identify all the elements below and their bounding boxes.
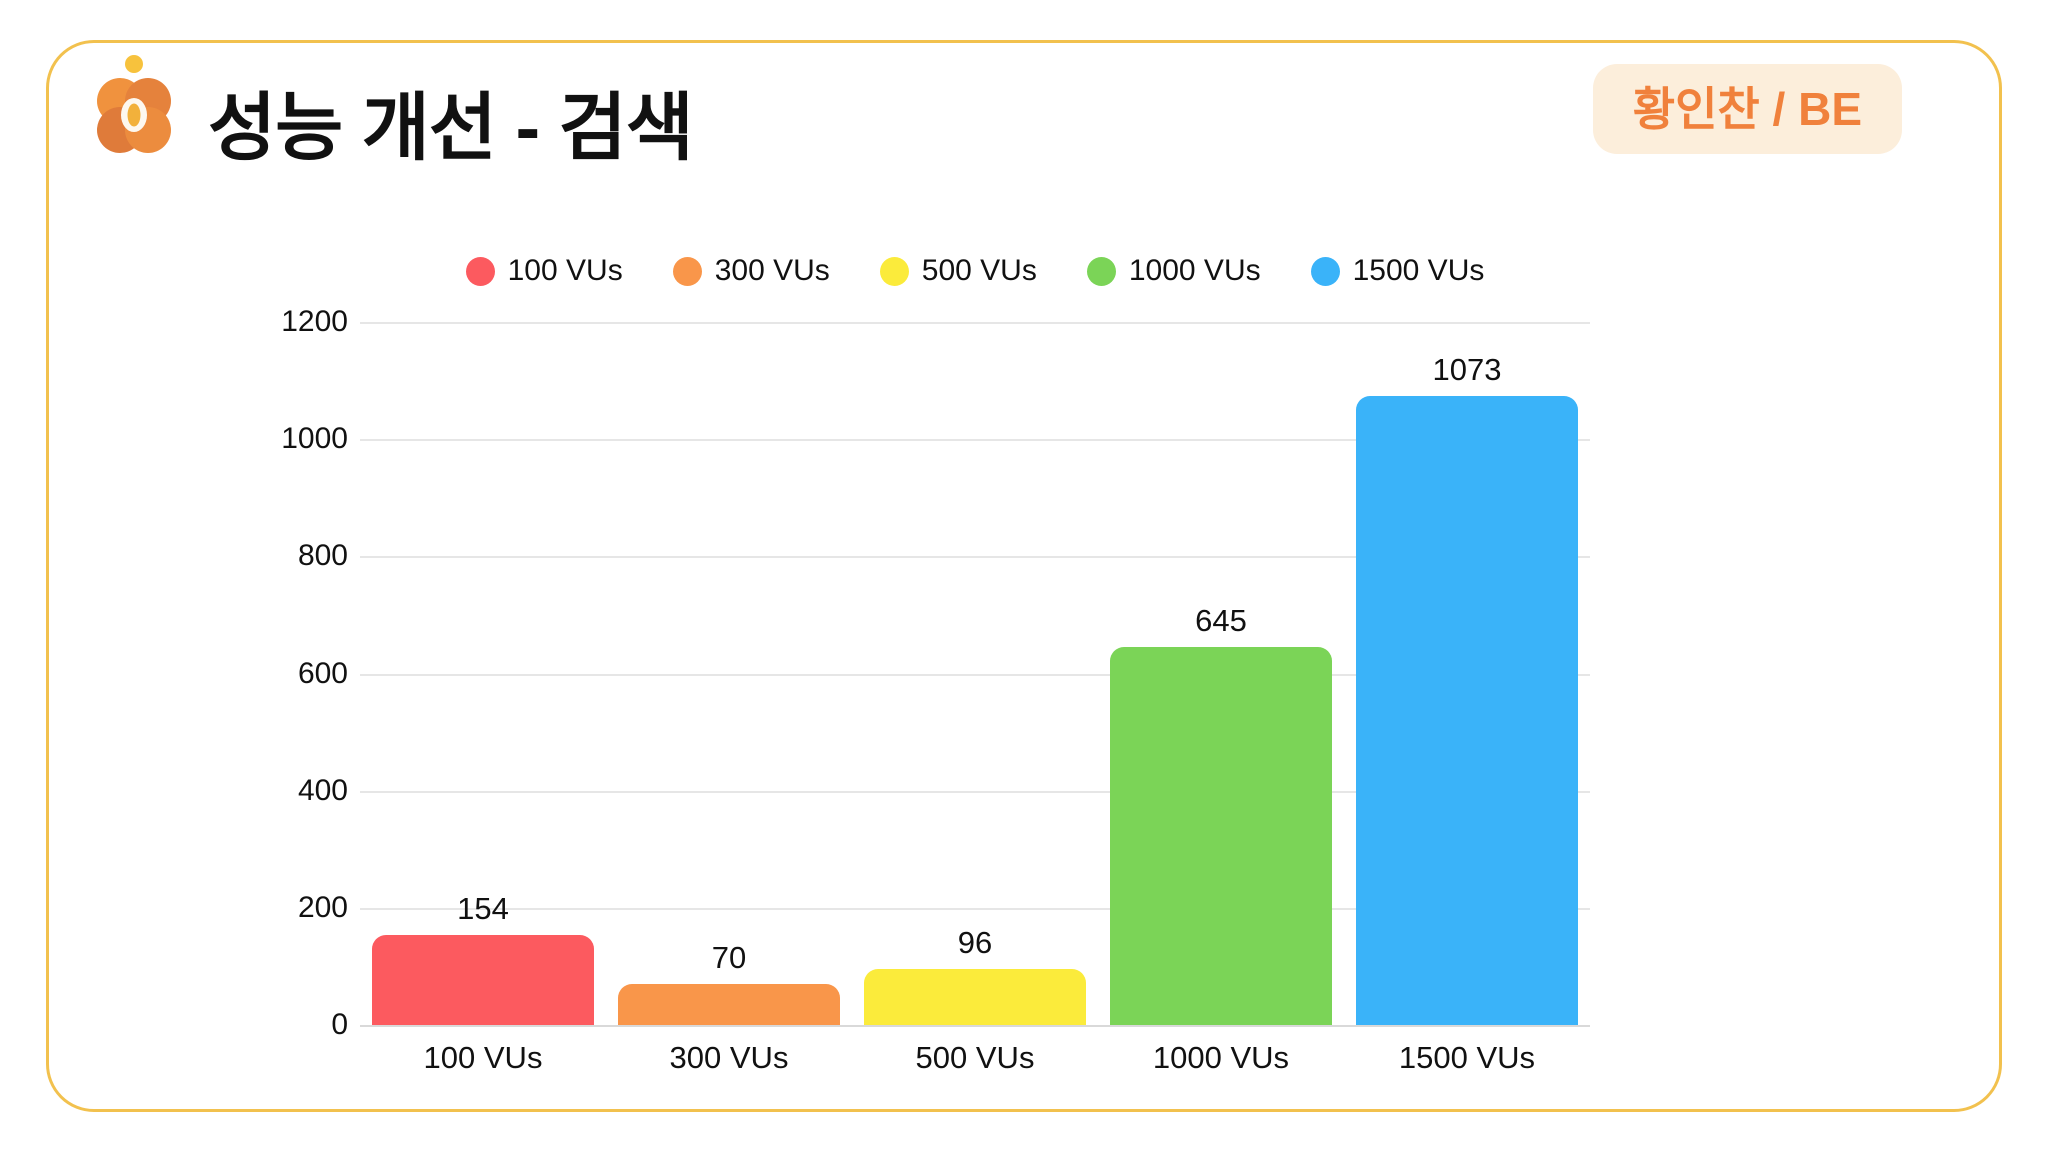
x-axis-category-label: 100 VUs — [423, 1040, 543, 1075]
bar-100-vus[interactable] — [372, 934, 594, 1025]
x-axis-category-label: 500 VUs — [915, 1040, 1035, 1075]
chart-legend: 100 VUs 300 VUs 500 VUs 1000 VUs 1500 VUs — [360, 248, 1590, 294]
y-axis-tick-label: 0 — [331, 1008, 348, 1041]
gridline — [360, 439, 1590, 442]
bar-1000-vus[interactable] — [1110, 647, 1332, 1025]
x-axis-category-label: 1500 VUs — [1398, 1040, 1536, 1075]
legend-label: 300 VUs — [714, 254, 830, 287]
legend-label: 1000 VUs — [1128, 254, 1261, 287]
legend-label: 500 VUs — [921, 254, 1037, 287]
gridline — [360, 322, 1590, 324]
y-axis-tick-label: 200 — [297, 890, 348, 924]
bar-300-vus[interactable] — [618, 983, 840, 1025]
y-axis-tick-label: 1000 — [281, 422, 348, 456]
y-axis-tick-label: 1200 — [281, 305, 348, 338]
x-axis-category-label: 1000 VUs — [1152, 1040, 1290, 1075]
author-badge: 황인찬 / BE — [1592, 64, 1902, 154]
bar-value-label: 96 — [957, 924, 993, 960]
gridline — [360, 556, 1590, 559]
gridline — [360, 907, 1590, 910]
bar-value-label: 645 — [1195, 603, 1247, 639]
bar-value-label: 70 — [711, 939, 747, 975]
legend-item-1000-vus[interactable]: 1000 VUs — [1086, 254, 1261, 288]
legend-item-500-vus[interactable]: 500 VUs — [879, 254, 1037, 288]
flower-logo — [97, 55, 171, 153]
legend-color-dot — [465, 256, 495, 286]
legend-item-300-vus[interactable]: 300 VUs — [672, 254, 830, 288]
bar-1500-vus[interactable] — [1356, 396, 1578, 1025]
legend-label: 100 VUs — [507, 254, 623, 287]
legend-item-1500-vus[interactable]: 1500 VUs — [1310, 254, 1485, 288]
page-title: 성능 개선 - 검색 — [208, 86, 694, 169]
bar-value-label: 154 — [457, 890, 509, 926]
legend-color-dot — [1310, 256, 1340, 286]
bar-500-vus[interactable] — [864, 968, 1086, 1025]
legend-color-dot — [879, 256, 909, 286]
x-axis-category-label: 300 VUs — [669, 1040, 789, 1075]
y-axis-tick-label: 400 — [297, 773, 348, 807]
bar-value-label: 1073 — [1432, 352, 1502, 388]
legend-label: 1500 VUs — [1352, 254, 1485, 287]
y-axis-tick-label: 600 — [297, 656, 348, 690]
x-axis-line — [360, 1025, 1590, 1027]
gridline — [360, 790, 1590, 793]
legend-color-dot — [1086, 256, 1116, 286]
legend-color-dot — [672, 256, 702, 286]
legend-item-100-vus[interactable]: 100 VUs — [465, 254, 623, 288]
gridline — [360, 673, 1590, 676]
y-axis-tick-label: 800 — [297, 539, 348, 573]
